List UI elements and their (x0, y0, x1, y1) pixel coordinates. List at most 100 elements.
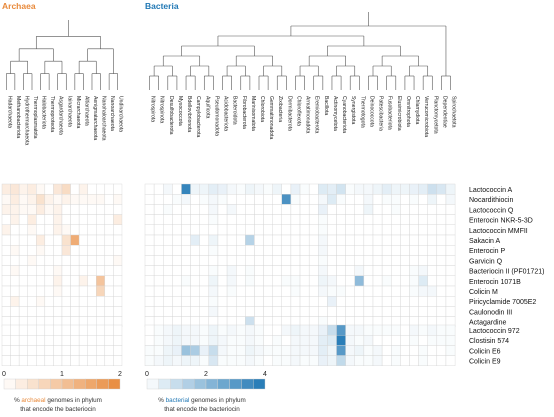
bacteria-cell (153, 183, 164, 195)
phylum-label-verrucomicrobiota: Verrucomicrobiota (423, 96, 429, 137)
bacteria-cell (190, 296, 200, 307)
archaea-cell (18, 306, 28, 317)
bacteria-cell (400, 224, 410, 236)
bacteria-cell (308, 255, 319, 266)
archaea-cell (104, 183, 114, 195)
archaea-cell (53, 244, 63, 256)
bacteria-cell (436, 306, 447, 317)
bacteria-cell (199, 183, 210, 195)
bacteria-cell (199, 214, 210, 226)
bacteria-cell (235, 214, 246, 226)
archaea-cell (27, 345, 37, 356)
bacteria-cell (400, 355, 410, 367)
archaea-cell (1, 296, 11, 307)
row-label-enterocin-nkr-5-3d: Enterocin NKR-5-3D (469, 218, 533, 225)
bacteria-cell (400, 285, 410, 297)
archaea-cell (87, 285, 97, 297)
archaea-cell (96, 183, 106, 195)
archaea-cell (18, 335, 28, 346)
bacteria-cell (436, 193, 447, 205)
bacteria-cell (144, 234, 155, 246)
bacteria-cell (400, 214, 410, 226)
bacteria-cell (153, 255, 164, 266)
archaea-cell (87, 234, 97, 246)
archaea-title: Archaea (2, 1, 36, 11)
bacteria-cell (226, 244, 237, 256)
bacteria-cell (436, 204, 447, 215)
bacteria-cell (208, 193, 219, 205)
archaea-cell (113, 183, 123, 195)
bacteria-cell (217, 324, 228, 336)
bacteria-cell (308, 285, 319, 297)
bacteria-cell (354, 214, 365, 226)
bacteria-cell (391, 345, 401, 356)
bacteria-cell (372, 255, 383, 266)
phylum-label-bacillota: Bacillota (323, 96, 329, 115)
archaea-cell (70, 275, 80, 287)
archaea-cell (96, 275, 106, 287)
bacteria-cell (363, 306, 374, 317)
bacteria-cell (409, 296, 419, 307)
archaea-cell (70, 234, 80, 246)
archaea-cell (27, 224, 37, 236)
bacteria-cell (281, 306, 292, 317)
bacteria-cell (336, 234, 346, 246)
archaea-cell (78, 265, 88, 277)
bacteria-cell (263, 193, 273, 205)
row-label-sakacin-a: Sakacin A (469, 238, 500, 245)
archaea-cell (87, 265, 97, 277)
bacteria-cell (281, 255, 292, 266)
archaea-cell (87, 193, 97, 205)
bacteria-cell (345, 296, 355, 307)
bacteria-legend-tick: 2 (204, 371, 208, 378)
bacteria-cell (199, 204, 210, 215)
archaea-legend-swatch (61, 378, 74, 390)
archaea-cell (36, 335, 46, 346)
phylum-label-aquificota: Aquificota (204, 96, 210, 119)
bacteria-cell (391, 204, 401, 215)
archaea-cell (61, 324, 71, 336)
archaea-cell (1, 285, 11, 297)
bacteria-cell (418, 345, 428, 356)
bacteria-cell (235, 335, 246, 346)
bacteria-cell (318, 183, 328, 195)
bacteria-cell (144, 275, 155, 287)
bacteria-cell (217, 244, 228, 256)
bacteria-cell (153, 345, 164, 356)
archaea-cell (53, 214, 63, 226)
archaea-cell (61, 265, 71, 277)
bacteria-cell (372, 224, 383, 236)
bacteria-cell (254, 224, 264, 236)
archaea-cell (96, 296, 106, 307)
archaea-cell (27, 296, 37, 307)
bacteria-cell (354, 265, 365, 277)
bacteria-cell (263, 306, 273, 317)
row-label-colicin-m: Colicin M (469, 289, 498, 296)
archaea-cell (104, 193, 114, 205)
bacteria-cell (336, 204, 346, 215)
archaea-legend: 0 1 2 % archaeal genomes in phylum that enco… (2, 371, 122, 413)
bacteria-cell (153, 285, 164, 297)
bacteria-cell (436, 285, 447, 297)
archaea-cell (36, 265, 46, 277)
bacteria-cell (245, 214, 255, 226)
bacteria-cell (354, 335, 365, 346)
bacteria-cell (172, 355, 182, 367)
bacteria-cell (190, 183, 200, 195)
bacteria-cell (190, 255, 200, 266)
bacteria-cell (226, 355, 237, 367)
bacteria-cell (144, 255, 155, 266)
bacteria-cell (363, 335, 374, 346)
bacteria-cell (245, 234, 255, 246)
archaea-cell (61, 355, 71, 367)
archaea-dendrogram (5, 20, 118, 90)
archaea-cell (10, 255, 20, 266)
archaea-cell (78, 335, 88, 346)
bacteria-cell (245, 275, 255, 287)
bacteria-cell (235, 224, 246, 236)
bacteria-cell (226, 265, 237, 277)
bacteria-cell (427, 275, 438, 287)
bacteria-cell (163, 324, 173, 336)
archaea-cell (44, 193, 54, 205)
archaea-cell (44, 296, 54, 307)
